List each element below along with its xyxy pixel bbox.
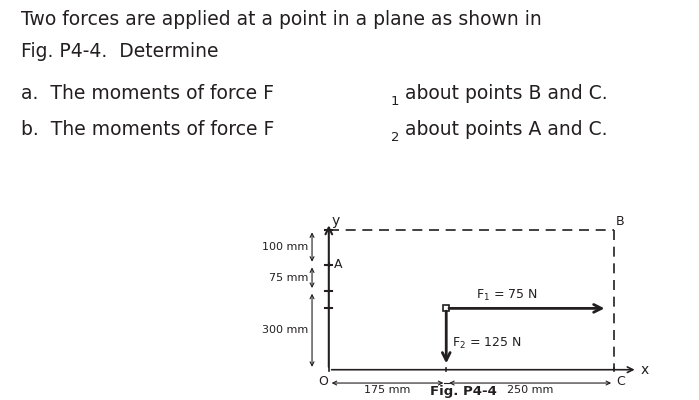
Text: Fig. P4-4.  Determine: Fig. P4-4. Determine <box>21 42 219 61</box>
Text: about points A and C.: about points A and C. <box>399 120 607 139</box>
Text: 175 mm: 175 mm <box>364 385 410 395</box>
Text: y: y <box>331 214 340 228</box>
Text: O: O <box>319 375 329 388</box>
Text: Two forces are applied at a point in a plane as shown in: Two forces are applied at a point in a p… <box>21 10 542 29</box>
Text: 300 mm: 300 mm <box>262 326 309 336</box>
Text: F$_2$ = 125 N: F$_2$ = 125 N <box>452 336 521 351</box>
Text: 75 mm: 75 mm <box>269 272 309 282</box>
Text: a.  The moments of force F: a. The moments of force F <box>21 84 274 103</box>
Text: 100 mm: 100 mm <box>262 242 309 252</box>
Text: Fig. P4-4: Fig. P4-4 <box>430 385 496 398</box>
Text: x: x <box>641 363 649 377</box>
Text: C: C <box>616 375 625 388</box>
Text: 2: 2 <box>391 131 399 144</box>
Text: about points B and C.: about points B and C. <box>399 84 607 103</box>
Text: b.  The moments of force F: b. The moments of force F <box>21 120 274 139</box>
Text: 250 mm: 250 mm <box>507 385 554 395</box>
Text: 1: 1 <box>391 95 399 108</box>
Text: B: B <box>616 216 625 228</box>
Text: A: A <box>333 258 342 271</box>
Text: F$_1$ = 75 N: F$_1$ = 75 N <box>477 288 538 303</box>
